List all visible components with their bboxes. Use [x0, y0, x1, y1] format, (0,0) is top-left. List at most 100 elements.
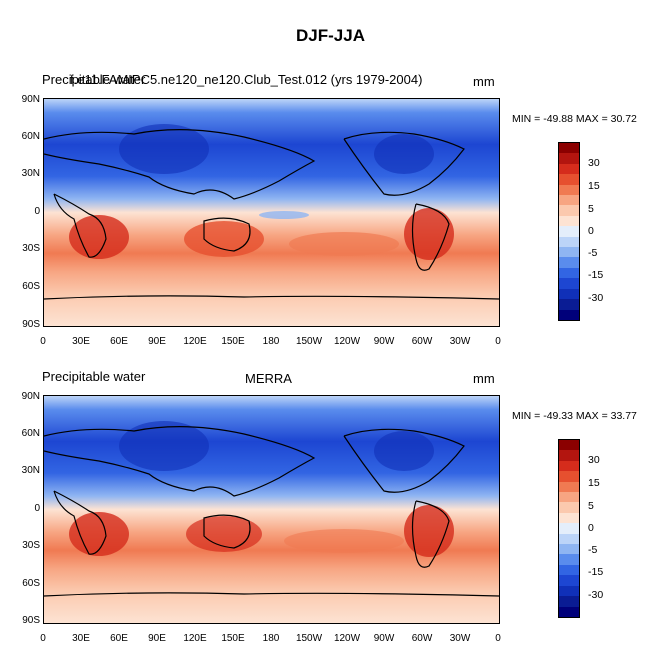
panel2-colorbar-label: 15	[588, 477, 600, 489]
colorbar-swatch	[559, 184, 579, 196]
panel1-lat-label: 30N	[21, 168, 40, 179]
colorbar-swatch	[559, 163, 579, 175]
panel2-lon-label: 0	[40, 633, 46, 644]
panel1-lat-label: 60S	[22, 281, 40, 292]
panel1-center-label: f.e11.FAMIPC5.ne120_ne120.Club_Test.012 …	[70, 72, 423, 87]
panel1-colorbar-label: -15	[588, 269, 604, 281]
panel2-colorbar-label: -5	[588, 544, 598, 556]
panel2-lon-label: 30W	[449, 633, 471, 644]
panel2-minmax: MIN = -49.33 MAX = 33.77	[512, 410, 637, 422]
panel2-units: mm	[473, 371, 495, 386]
panel2-colorbar-label: 0	[588, 522, 594, 534]
panel2-lon-label: 60E	[110, 633, 128, 644]
panel1-colorbar-swatches	[559, 143, 579, 320]
panel2-lon-label: 30E	[72, 633, 90, 644]
colorbar-swatch	[559, 471, 579, 482]
panel1-lon-label: 30E	[72, 336, 90, 347]
panel1-lat-label: 0	[34, 206, 40, 217]
panel1-minmax: MIN = -49.88 MAX = 30.72	[512, 113, 637, 125]
colorbar-swatch	[559, 440, 579, 451]
panel1-units: mm	[473, 74, 495, 89]
colorbar-swatch	[559, 523, 579, 534]
panel2-colorbar-label: -30	[588, 589, 604, 601]
panel1-lon-label: 60W	[411, 336, 433, 347]
panel1-lat-label: 30S	[22, 243, 40, 254]
panel1-colorbar-label: 5	[588, 203, 594, 215]
panel2-map	[43, 395, 500, 624]
panel2-lon-label: 90E	[148, 633, 166, 644]
panel1-colorbar-label: -30	[588, 292, 604, 304]
panel2-lon-label: 150W	[295, 633, 323, 644]
colorbar-swatch	[559, 195, 579, 206]
panel1-lon-label: 90E	[148, 336, 166, 347]
panel1-lon-label: 0	[40, 336, 46, 347]
panel1-lon-label: 30W	[449, 336, 471, 347]
colorbar-swatch	[559, 564, 579, 576]
panel1-lon-label: 90W	[373, 336, 395, 347]
panel2-lon-label: 120E	[183, 633, 207, 644]
panel2-colorbar	[558, 439, 580, 618]
panel1-left-label: Precipitable water	[42, 72, 146, 87]
panel2-lon-label: 150E	[221, 633, 245, 644]
panel1-lat-label: 90N	[21, 94, 40, 105]
colorbar-swatch	[559, 236, 579, 248]
colorbar-swatch	[559, 481, 579, 493]
colorbar-swatch	[559, 153, 579, 164]
colorbar-swatch	[559, 533, 579, 545]
colorbar-swatch	[559, 309, 579, 320]
panel2-lon-label: 120W	[333, 633, 361, 644]
panel2-left-label: Precipitable water	[42, 369, 146, 384]
panel2-lat-label: 60N	[21, 428, 40, 439]
panel1-colorbar-label: 0	[588, 225, 594, 237]
colorbar-swatch	[559, 492, 579, 503]
panel1-colorbar-label: 30	[588, 157, 600, 169]
panel1-lon-label: 150E	[221, 336, 245, 347]
colorbar-swatch	[559, 606, 579, 617]
panel1-lat-label: 60N	[21, 131, 40, 142]
colorbar-swatch	[559, 596, 579, 607]
panel1-colorbar	[558, 142, 580, 321]
colorbar-swatch	[559, 450, 579, 461]
colorbar-swatch	[559, 247, 579, 258]
panel2-lon-label: 90W	[373, 633, 395, 644]
colorbar-swatch	[559, 554, 579, 565]
panel2-lon-label: 60W	[411, 633, 433, 644]
panel1-lon-label: 180	[262, 336, 280, 347]
panel1-field-svg	[44, 99, 499, 326]
colorbar-swatch	[559, 512, 579, 524]
figure-title: DJF-JJA	[296, 26, 365, 45]
panel2-center-label: MERRA	[245, 371, 292, 386]
panel2-lon-label: 180	[262, 633, 280, 644]
colorbar-swatch	[559, 267, 579, 279]
panel2-colorbar-label: -15	[588, 566, 604, 578]
panel2-colorbar-label: 30	[588, 454, 600, 466]
colorbar-swatch	[559, 544, 579, 555]
panel1-lon-label: 150W	[295, 336, 323, 347]
panel1-lon-label: 120W	[333, 336, 361, 347]
panel2-colorbar-label: 5	[588, 500, 594, 512]
panel2-lat-label: 30S	[22, 540, 40, 551]
panel1-lon-label: 120E	[183, 336, 207, 347]
panel2-lon-label: 0	[495, 633, 501, 644]
panel2-field-svg	[44, 396, 499, 623]
panel2-lat-label: 60S	[22, 578, 40, 589]
colorbar-swatch	[559, 502, 579, 513]
colorbar-swatch	[559, 575, 579, 586]
panel2-lat-label: 90S	[22, 615, 40, 626]
colorbar-swatch	[559, 257, 579, 268]
colorbar-swatch	[559, 226, 579, 237]
colorbar-swatch	[559, 215, 579, 227]
panel1-map	[43, 98, 500, 327]
panel2-lat-label: 90N	[21, 391, 40, 402]
panel1-colorbar-label: 15	[588, 180, 600, 192]
colorbar-swatch	[559, 143, 579, 154]
colorbar-swatch	[559, 585, 579, 597]
colorbar-swatch	[559, 174, 579, 185]
panel2-lat-label: 30N	[21, 465, 40, 476]
panel1-lat-label: 90S	[22, 319, 40, 330]
panel1-lon-label: 60E	[110, 336, 128, 347]
colorbar-swatch	[559, 278, 579, 289]
panel1-colorbar-label: -5	[588, 247, 598, 259]
panel2-colorbar-swatches	[559, 440, 579, 617]
colorbar-swatch	[559, 288, 579, 300]
